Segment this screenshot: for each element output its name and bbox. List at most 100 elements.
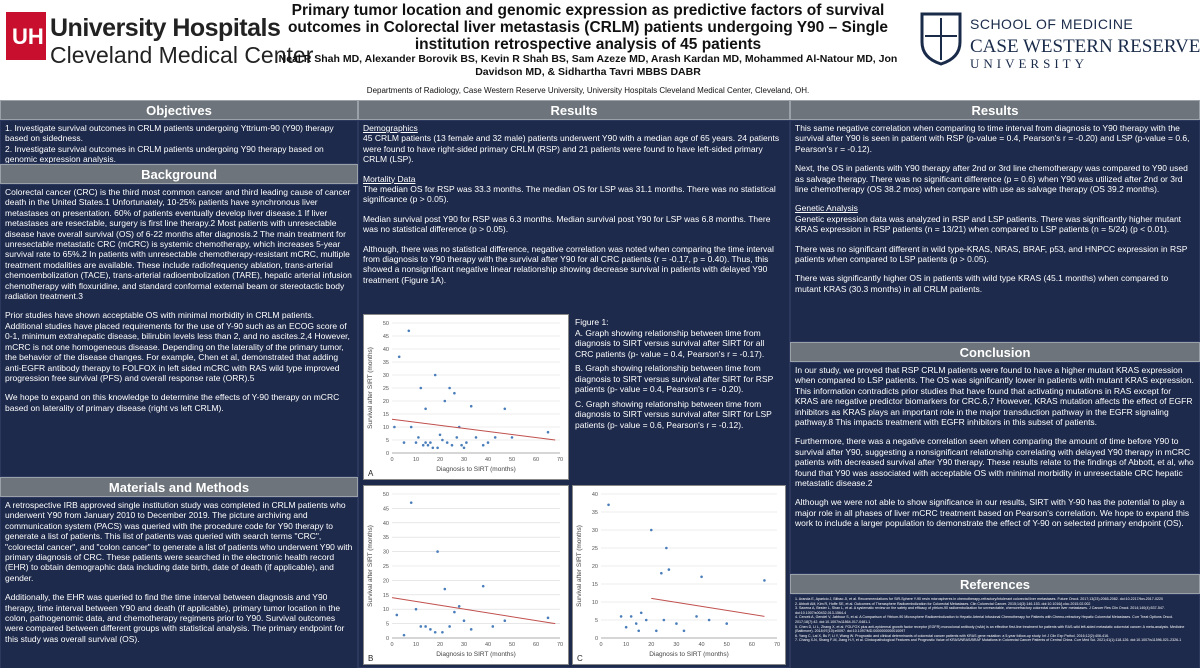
genetic-paragraph: There was significantly higher OS in pat… xyxy=(795,273,1169,294)
figure-1c-chart: 0 5 10 15 20 25 30 35 40 0 10 20 30 40 50 60 70 Diagnosis… xyxy=(576,492,780,663)
x-axis-label: Diagnosis to SIRT (months) xyxy=(649,651,729,658)
data-point xyxy=(441,438,444,442)
data-point xyxy=(443,587,447,591)
x-tick-label: 0 xyxy=(390,642,393,648)
y-tick-label: 35 xyxy=(592,510,598,516)
y-tick-label: 10 xyxy=(592,600,598,606)
x-axis-label: Diagnosis to SIRT (months) xyxy=(436,651,516,658)
data-point xyxy=(481,584,485,588)
objectives-body: 1. Investigate survival outcomes in CRLM… xyxy=(0,120,358,164)
reference-item: 6. Yang C, Lai X, Bu F, Li Y, Wang W. Pr… xyxy=(795,633,1110,638)
y-tick-label: 0 xyxy=(595,636,598,642)
data-point xyxy=(634,622,638,625)
poster-authors: Neal R Shah MD, Alexander Borovik BS, Ke… xyxy=(278,53,898,78)
data-point xyxy=(675,622,678,625)
panel-label: B xyxy=(368,654,373,663)
data-point xyxy=(414,441,418,444)
data-point xyxy=(402,441,406,444)
data-point xyxy=(414,607,418,611)
x-tick-label: 20 xyxy=(648,642,654,648)
x-tick-label: 20 xyxy=(437,457,443,463)
results-right-heading: Results xyxy=(790,100,1200,120)
y-tick-label: 15 xyxy=(592,582,598,588)
data-point xyxy=(462,446,466,450)
cwru-shield-icon xyxy=(920,12,962,66)
conclusion-paragraph: In our study, we proved that RSP CRLM pa… xyxy=(795,365,1194,428)
methods-paragraph: A retrospective IRB approved single inst… xyxy=(5,500,353,583)
data-point xyxy=(455,436,459,439)
data-point xyxy=(462,619,466,623)
y-tick-label: 25 xyxy=(592,546,598,552)
methods-paragraph: Additionally, the EHR was queried to fin… xyxy=(5,592,345,644)
data-point xyxy=(607,503,610,507)
y-tick-label: 10 xyxy=(383,425,389,431)
data-point xyxy=(491,625,495,628)
figure-1-caption: Figure 1: A. Graph showing relationship … xyxy=(575,317,785,434)
data-point xyxy=(474,436,478,439)
x-tick-label: 10 xyxy=(413,457,419,463)
y-tick-label: 30 xyxy=(383,550,389,556)
data-point xyxy=(424,441,427,444)
data-point xyxy=(510,436,514,439)
data-point xyxy=(397,355,401,359)
poster-title: Primary tumor location and genomic expre… xyxy=(287,2,889,53)
background-body: Colorectal cancer (CRC) is the third mos… xyxy=(0,184,358,477)
x-tick-label: 70 xyxy=(774,642,780,648)
data-point xyxy=(438,433,442,437)
data-point xyxy=(433,373,437,377)
reference-item: 1. Aranda E, Aparicio J, Bilbao JI, et a… xyxy=(795,597,1163,601)
y-axis-label: Survival after SIRT (months) xyxy=(576,525,583,607)
y-tick-label: 25 xyxy=(383,564,389,570)
data-point xyxy=(469,404,473,408)
y-tick-label: 40 xyxy=(592,492,598,498)
y-tick-label: 20 xyxy=(383,578,389,584)
data-point xyxy=(503,619,507,623)
methods-heading: Materials and Methods xyxy=(0,477,358,497)
results-heading: Results xyxy=(358,100,790,120)
data-point xyxy=(662,618,666,622)
data-point xyxy=(695,615,698,618)
y-axis-label: Survival after SIRT (months) xyxy=(367,525,374,607)
figure-caption-title: Figure 1: xyxy=(575,317,609,327)
trend-line xyxy=(391,418,556,441)
x-tick-label: 40 xyxy=(485,642,491,648)
middle-column: Results Demographics 45 CRLM patients (1… xyxy=(358,100,790,668)
x-tick-label: 60 xyxy=(533,642,539,648)
genetic-title: Genetic Analysis xyxy=(795,203,858,214)
data-point xyxy=(660,571,663,575)
x-tick-label: 50 xyxy=(509,642,515,648)
x-tick-label: 60 xyxy=(749,642,755,648)
objective-item: 1. Investigate survival outcomes in CRLM… xyxy=(5,123,334,144)
mortality-paragraph: Although, there was no statistical diffe… xyxy=(363,243,774,285)
y-tick-label: 50 xyxy=(383,492,389,498)
right-column: Results This same negative correlation w… xyxy=(790,100,1200,668)
data-point xyxy=(409,425,413,429)
x-tick-label: 60 xyxy=(533,457,539,463)
methods-body: A retrospective IRB approved single inst… xyxy=(0,497,358,668)
trend-line xyxy=(391,597,556,625)
data-point xyxy=(436,446,439,450)
figure-caption-a: A. Graph showing relationship between ti… xyxy=(575,327,765,359)
figure-caption-c: C. Graph showing relationship between ti… xyxy=(575,398,772,430)
data-point xyxy=(393,425,396,429)
data-point xyxy=(424,625,427,628)
conclusion-body: In our study, we proved that RSP CRLM pa… xyxy=(790,362,1200,574)
data-point xyxy=(436,550,439,553)
data-point xyxy=(682,629,686,633)
data-point xyxy=(493,436,497,439)
y-tick-label: 50 xyxy=(383,321,389,327)
data-point xyxy=(457,605,461,608)
x-tick-label: 30 xyxy=(461,642,467,648)
mortality-paragraph: Median survival post Y90 for RSP was 6.3… xyxy=(363,213,771,235)
data-point xyxy=(448,386,451,390)
data-point xyxy=(453,610,456,614)
data-point xyxy=(424,407,427,411)
x-tick-label: 70 xyxy=(557,457,563,463)
conclusion-paragraph: Furthermore, there was a negative correl… xyxy=(795,436,1194,489)
y-tick-label: 20 xyxy=(592,564,598,570)
y-tick-label: 40 xyxy=(383,347,389,353)
data-point xyxy=(465,441,468,444)
references-body: 1. Aranda E, Aparicio J, Bilbao JI, et a… xyxy=(790,594,1200,668)
uh-name: University Hospitals xyxy=(50,14,281,42)
x-tick-label: 70 xyxy=(557,642,563,648)
